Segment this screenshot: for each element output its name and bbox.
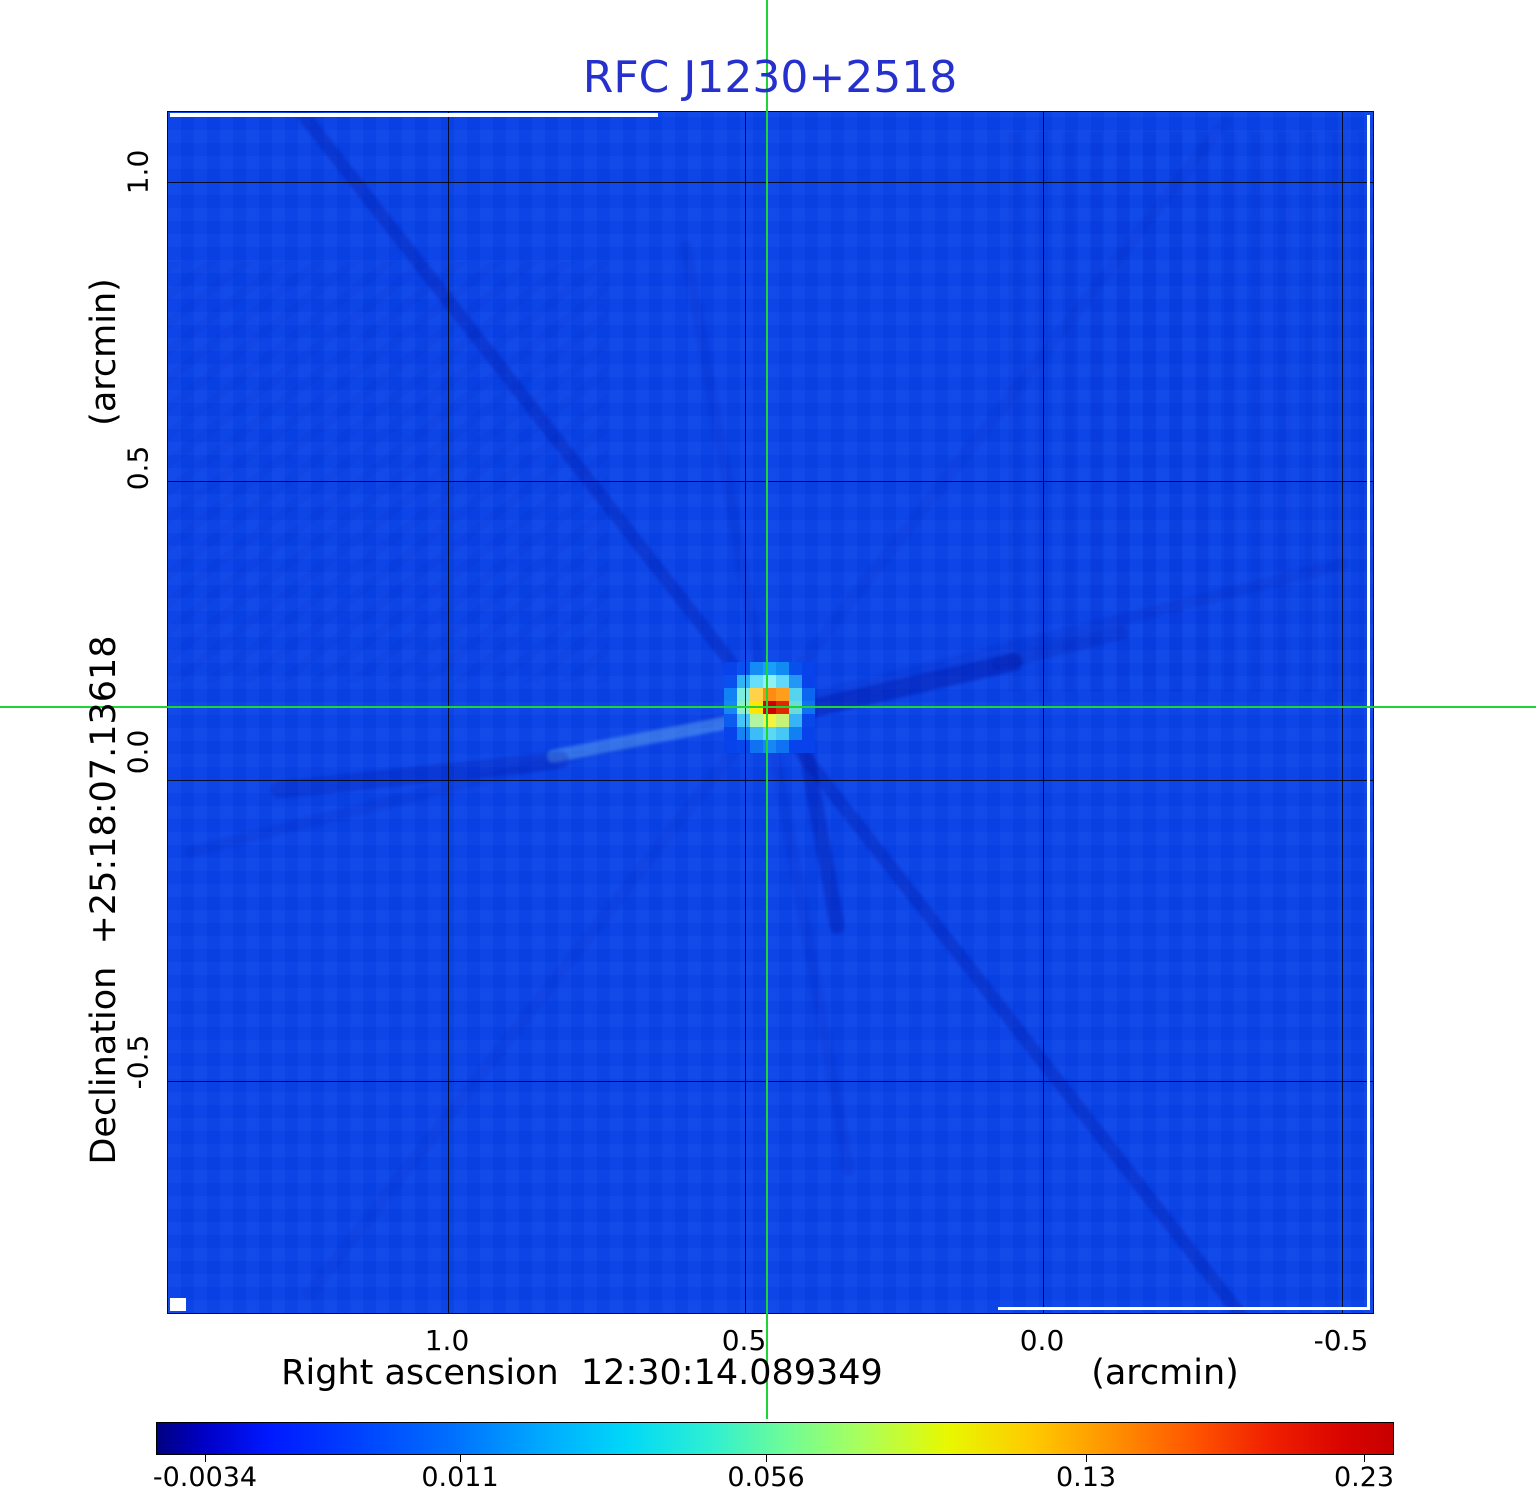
- sidelobe-banding-upper-right: [1008, 132, 1373, 692]
- y-axis-label: Declination +25:18:07.13618: [84, 635, 124, 1165]
- heatmap-pixel: [789, 714, 802, 727]
- sidelobe-banding-upper-left: [168, 262, 608, 682]
- plot-area: [167, 111, 1374, 1314]
- heatmap-pixel: [802, 740, 815, 753]
- heatmap-pixel: [750, 727, 763, 740]
- x-axis-tick-label: 0.0: [1019, 1324, 1065, 1357]
- gridline-vertical: [745, 112, 746, 1313]
- heatmap-pixel: [750, 740, 763, 753]
- heatmap-pixel: [776, 727, 789, 740]
- heatmap-pixel: [802, 675, 815, 688]
- image-edge-gap: [998, 1307, 1370, 1310]
- heatmap-pixel: [776, 675, 789, 688]
- gridline-horizontal: [168, 182, 1373, 183]
- colorbar: [156, 1422, 1394, 1455]
- y-axis-tick-label: 1.0: [121, 149, 155, 195]
- heatmap-pixel: [724, 727, 737, 740]
- crosshair-horizontal: [0, 706, 1536, 708]
- heatmap-pixel: [724, 675, 737, 688]
- gridline-horizontal: [168, 1081, 1373, 1082]
- colorbar-tick: [766, 1455, 767, 1462]
- heatmap-pixel: [763, 727, 776, 740]
- gridline-vertical: [1342, 112, 1343, 1313]
- y-axis-tick-label: -0.5: [121, 1034, 155, 1090]
- x-axis-tick-label: 0.5: [721, 1324, 767, 1357]
- heatmap-pixel: [763, 714, 776, 727]
- y-axis-tick-label: 0.5: [121, 445, 155, 491]
- figure-title: RFC J1230+2518: [582, 52, 958, 103]
- heatmap-pixel: [737, 675, 750, 688]
- gridline-horizontal: [168, 481, 1373, 482]
- image-edge-gap: [1367, 115, 1370, 1307]
- heatmap-pixel: [802, 662, 815, 675]
- heatmap-pixel: [724, 662, 737, 675]
- heatmap-pixel: [789, 688, 802, 701]
- y-axis-unit: (arcmin): [84, 278, 124, 426]
- crosshair-vertical: [766, 0, 768, 1419]
- heatmap-peak-hotspot: [724, 662, 815, 753]
- heatmap-pixel: [763, 675, 776, 688]
- image-edge-gap: [170, 113, 658, 117]
- heatmap-pixel: [750, 675, 763, 688]
- heatmap-pixel: [737, 662, 750, 675]
- colorbar-tick-label: 0.011: [421, 1462, 499, 1493]
- heatmap-pixel: [737, 714, 750, 727]
- colorbar-tick-label: -0.0034: [152, 1462, 258, 1493]
- heatmap-pixel: [763, 740, 776, 753]
- x-axis-tick-label: 1.0: [424, 1324, 470, 1357]
- heatmap-pixel: [724, 740, 737, 753]
- image-edge-gap: [170, 1298, 186, 1311]
- heatmap-pixel: [737, 740, 750, 753]
- heatmap-pixel: [789, 740, 802, 753]
- heatmap-pixel: [802, 714, 815, 727]
- heatmap-pixel: [724, 688, 737, 701]
- heatmap-pixel: [750, 662, 763, 675]
- heatmap-pixel: [776, 662, 789, 675]
- colorbar-tick-label: 0.13: [1055, 1462, 1117, 1493]
- heatmap-pixel: [724, 714, 737, 727]
- x-axis-unit: (arcmin): [1091, 1353, 1239, 1393]
- heatmap-pixel: [802, 688, 815, 701]
- colorbar-tick: [205, 1455, 206, 1462]
- colorbar-tick-label: 0.056: [727, 1462, 805, 1493]
- heatmap-pixel: [802, 727, 815, 740]
- heatmap-pixel: [776, 714, 789, 727]
- heatmap-pixel: [789, 727, 802, 740]
- x-axis-label: Right ascension 12:30:14.089349: [281, 1353, 883, 1393]
- colorbar-tick-label: 0.23: [1333, 1462, 1395, 1493]
- heatmap-pixel: [776, 740, 789, 753]
- colorbar-tick: [1364, 1455, 1365, 1462]
- heatmap-pixel: [763, 662, 776, 675]
- heatmap-pixel: [789, 675, 802, 688]
- colorbar-tick: [1086, 1455, 1087, 1462]
- heatmap-pixel: [750, 688, 763, 701]
- heatmap-pixel: [750, 714, 763, 727]
- heatmap-pixel: [776, 688, 789, 701]
- heatmap-pixel: [763, 688, 776, 701]
- heatmap-pixel: [737, 688, 750, 701]
- y-axis-tick-label: 0.0: [121, 729, 155, 775]
- heatmap-pixel: [737, 727, 750, 740]
- colorbar-tick: [460, 1455, 461, 1462]
- gridline-horizontal: [168, 780, 1373, 781]
- x-axis-tick-label: -0.5: [1313, 1324, 1369, 1357]
- gridline-vertical: [1043, 112, 1044, 1313]
- gridline-vertical: [448, 112, 449, 1313]
- heatmap-pixel: [789, 662, 802, 675]
